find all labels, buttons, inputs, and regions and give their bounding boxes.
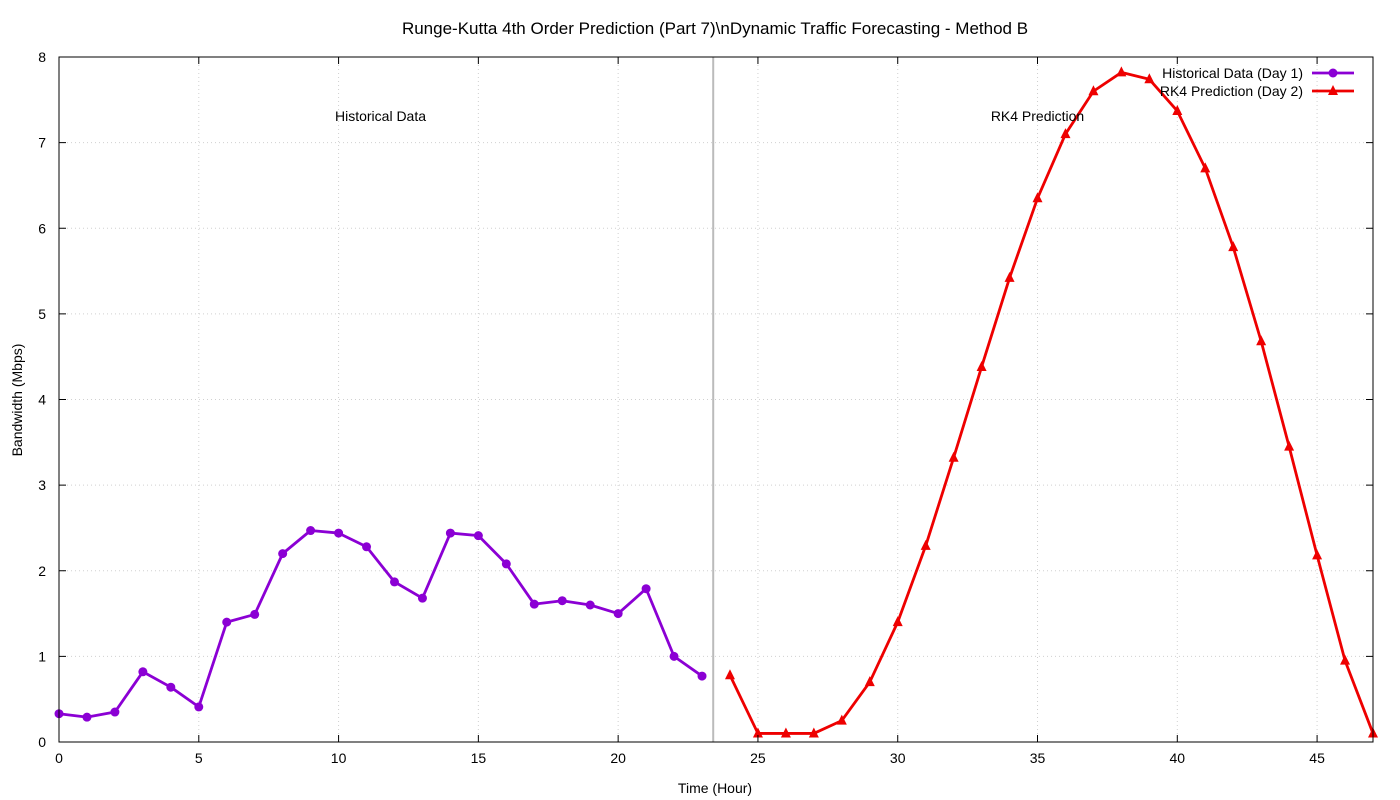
series-1 — [54, 526, 707, 722]
data-point — [697, 671, 707, 681]
x-axis-label: Time (Hour) — [678, 780, 752, 796]
legend-label: RK4 Prediction (Day 2) — [1160, 83, 1303, 99]
data-point — [501, 559, 511, 569]
y-tick-label: 4 — [38, 392, 46, 408]
y-tick-label: 3 — [38, 477, 46, 493]
data-point — [1144, 73, 1155, 84]
data-point — [920, 539, 931, 550]
data-point — [641, 584, 651, 594]
data-point — [669, 651, 679, 661]
data-point — [613, 609, 623, 619]
data-point — [278, 549, 288, 559]
grid-layer — [59, 57, 1373, 742]
data-point — [1060, 128, 1071, 139]
data-point — [166, 682, 176, 692]
data-point — [1228, 241, 1239, 252]
legend-marker — [1328, 85, 1338, 95]
data-point — [1032, 192, 1043, 203]
y-tick-label: 5 — [38, 306, 46, 322]
x-tick-label: 5 — [195, 750, 203, 766]
data-point — [976, 360, 987, 371]
x-tick-label: 15 — [471, 750, 487, 766]
x-tick-label: 40 — [1170, 750, 1186, 766]
data-point — [864, 676, 875, 687]
x-tick-label: 45 — [1309, 750, 1325, 766]
data-point — [1088, 85, 1099, 96]
data-point — [110, 707, 120, 717]
data-point — [585, 600, 595, 610]
legend: Historical Data (Day 1) RK4 Prediction (D… — [1160, 65, 1354, 99]
data-point — [752, 727, 763, 738]
data-point — [808, 727, 819, 738]
data-point — [836, 714, 847, 725]
data-point — [250, 609, 260, 619]
annotation-label: RK4 Prediction — [991, 108, 1084, 124]
x-tick-label: 25 — [750, 750, 766, 766]
data-point — [1172, 104, 1183, 115]
data-point — [334, 528, 344, 538]
x-tick-label: 10 — [331, 750, 347, 766]
data-point — [138, 667, 148, 677]
data-point — [557, 596, 567, 606]
data-point — [194, 702, 204, 712]
data-point — [1312, 549, 1323, 560]
y-tick-label: 1 — [38, 648, 46, 664]
data-point — [473, 531, 483, 541]
data-point — [306, 526, 316, 536]
x-tick-label: 20 — [610, 750, 626, 766]
data-point — [1284, 440, 1295, 451]
chart-title: Runge-Kutta 4th Order Prediction (Part 7… — [402, 19, 1028, 38]
data-point — [389, 577, 399, 587]
y-tick-label: 7 — [38, 135, 46, 151]
y-tick-label: 6 — [38, 220, 46, 236]
legend-marker — [1328, 68, 1338, 78]
annotation-layer: Historical Data RK4 Prediction — [335, 108, 1084, 124]
data-point — [445, 528, 455, 538]
data-point — [1200, 162, 1211, 173]
data-point — [1340, 654, 1351, 665]
data-point — [948, 451, 959, 462]
data-point — [362, 542, 372, 552]
legend-label: Historical Data (Day 1) — [1162, 65, 1303, 81]
data-point — [1116, 66, 1127, 77]
data-point — [724, 669, 735, 680]
data-point — [1256, 335, 1267, 346]
data-point — [529, 599, 539, 609]
series-2 — [724, 66, 1378, 738]
series-line — [58, 529, 703, 719]
x-tick-label: 35 — [1030, 750, 1046, 766]
data-point — [1004, 271, 1015, 282]
data-point — [417, 593, 427, 603]
annotation-label: Historical Data — [335, 108, 426, 124]
series-layer — [54, 66, 1378, 738]
y-tick-label: 8 — [38, 49, 46, 65]
y-axis-label: Bandwidth (Mbps) — [9, 344, 25, 457]
y-tick-label: 0 — [38, 734, 46, 750]
y-tick-label: 2 — [38, 563, 46, 579]
data-point — [82, 712, 92, 722]
data-point — [892, 616, 903, 627]
data-point — [222, 617, 232, 627]
series-line — [728, 71, 1375, 735]
x-tick-label: 30 — [890, 750, 906, 766]
data-point — [780, 727, 791, 738]
x-tick-label: 0 — [55, 750, 63, 766]
